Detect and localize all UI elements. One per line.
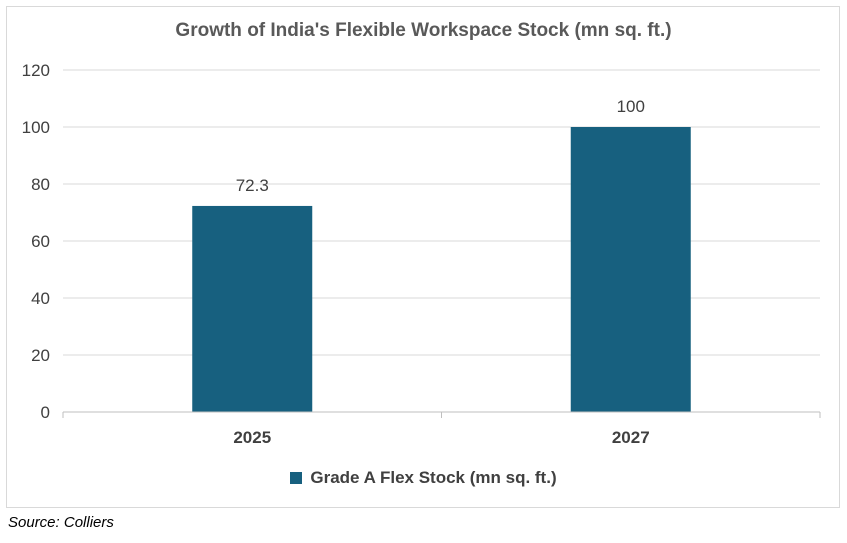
- source-note: Source: Colliers: [8, 514, 114, 531]
- y-tick-label: 60: [31, 232, 50, 251]
- x-tick-label: 2027: [612, 428, 650, 447]
- y-tick-label: 20: [31, 346, 50, 365]
- y-tick-label: 40: [31, 289, 50, 308]
- data-label: 100: [617, 97, 645, 116]
- legend-swatch: [290, 472, 303, 484]
- data-label: 72.3: [236, 176, 269, 195]
- bar: [192, 205, 313, 412]
- data-labels: 72.3 100: [236, 97, 645, 195]
- legend: Grade A Flex Stock (mn sq. ft.): [0, 468, 847, 488]
- y-axis-ticks: 0 20 40 60 80 100 120: [22, 61, 50, 422]
- chart-title: Growth of India's Flexible Workspace Sto…: [175, 20, 672, 41]
- y-tick-label: 120: [22, 61, 50, 80]
- bar: [570, 127, 691, 412]
- bars: [192, 127, 691, 412]
- x-axis: [62, 411, 821, 418]
- gridlines: [63, 69, 820, 356]
- y-tick-label: 0: [41, 403, 50, 422]
- y-tick-label: 80: [31, 175, 50, 194]
- chart-frame: [6, 6, 840, 508]
- y-tick-label: 100: [22, 118, 50, 137]
- x-tick-label: 2025: [233, 428, 271, 447]
- x-axis-labels: 2025 2027: [233, 428, 649, 447]
- legend-label: Grade A Flex Stock (mn sq. ft.): [310, 468, 557, 487]
